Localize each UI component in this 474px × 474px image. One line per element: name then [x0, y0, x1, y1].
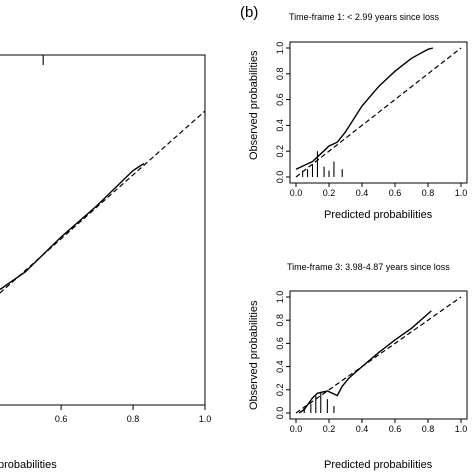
- top-right-y-axis-title: Observed probabilities: [248, 50, 260, 160]
- bottom-right-panel: Time-frame 3: 3.98-4.87 years since loss…: [248, 262, 468, 471]
- bottom-right-calibration-curve: [298, 310, 432, 414]
- left-calibration-curve: [0, 162, 145, 291]
- top-right-x-tick-label: 0.0: [290, 188, 303, 198]
- left-panel: 0.6 0.8 1.0 probabilities: [0, 54, 211, 471]
- bottom-right-plot-frame: [289, 290, 468, 420]
- bottom-right-y-axis-title: Observed probabilities: [248, 300, 260, 410]
- bottom-right-reference-line: [295, 296, 462, 414]
- bottom-right-y-tick-label: 0.6: [275, 337, 285, 350]
- bottom-right-x-tick-label: 0.0: [290, 424, 303, 434]
- top-right-x-tick-label: 0.4: [356, 188, 369, 198]
- left-series: [0, 110, 206, 294]
- bottom-right-y-tick-label: 1.0: [275, 291, 285, 304]
- bottom-right-x-tick-label: 1.0: [455, 424, 468, 434]
- top-right-y-tick-label: 0.2: [275, 145, 285, 158]
- top-right-x-tick-label: 0.8: [422, 188, 435, 198]
- bottom-right-x-tick-label: 0.8: [422, 424, 435, 434]
- bottom-right-y-tick-label: 0.2: [275, 384, 285, 397]
- top-right-y-tick-label: 0.4: [275, 119, 285, 132]
- top-right-panel: Time-frame 1: < 2.99 years since loss 0.…: [248, 12, 468, 221]
- bottom-right-chart: 0.0 0.2 0.4 0.6 0.8 1.0 0.0 0.2 0.4 0.6 0.8 1.0: [275, 290, 468, 434]
- bottom-right-title: Time-frame 3: 3.98-4.87 years since loss: [287, 262, 450, 272]
- top-right-plot-frame: [289, 41, 468, 184]
- bottom-right-x-tick-label: 0.4: [356, 424, 369, 434]
- top-right-x-axis-title: Predicted probabilities: [324, 209, 433, 221]
- top-right-reference-line: [295, 47, 462, 178]
- panel-tag-b: (b): [240, 4, 258, 21]
- bottom-right-x-tick-label: 0.2: [323, 424, 336, 434]
- bottom-right-x-axis-title: Predicted probabilities: [324, 459, 433, 471]
- left-x-ticks: 0.6 0.8 1.0: [55, 405, 211, 424]
- top-right-y-tick-label: 0.0: [275, 171, 285, 184]
- top-right-x-tick-label: 0.6: [389, 188, 402, 198]
- left-x-tick-label: 1.0: [199, 414, 212, 424]
- bottom-right-y-tick-label: 0.4: [275, 360, 285, 373]
- left-x-tick-label: 0.6: [55, 414, 68, 424]
- bottom-right-x-tick-label: 0.6: [389, 424, 402, 434]
- top-right-y-tick-label: 0.6: [275, 93, 285, 106]
- top-right-y-tick-label: 0.8: [275, 68, 285, 81]
- bottom-right-y-tick-label: 0.8: [275, 314, 285, 327]
- left-x-axis-title: probabilities: [0, 459, 57, 471]
- top-right-calibration-curve: [295, 47, 434, 170]
- top-right-title: Time-frame 1: < 2.99 years since loss: [289, 12, 439, 22]
- left-x-tick-label: 0.8: [127, 414, 140, 424]
- left-reference-line: [0, 110, 206, 294]
- top-right-chart: 0.0 0.2 0.4 0.6 0.8 1.0 0.0 0.2 0.4 0.6 0.8 1.0: [275, 41, 468, 198]
- left-plot-frame: [0, 54, 206, 406]
- top-right-x-tick-label: 1.0: [455, 188, 468, 198]
- bottom-right-y-tick-label: 0.0: [275, 407, 285, 420]
- top-right-x-tick-label: 0.2: [323, 188, 336, 198]
- top-right-y-tick-label: 1.0: [275, 42, 285, 55]
